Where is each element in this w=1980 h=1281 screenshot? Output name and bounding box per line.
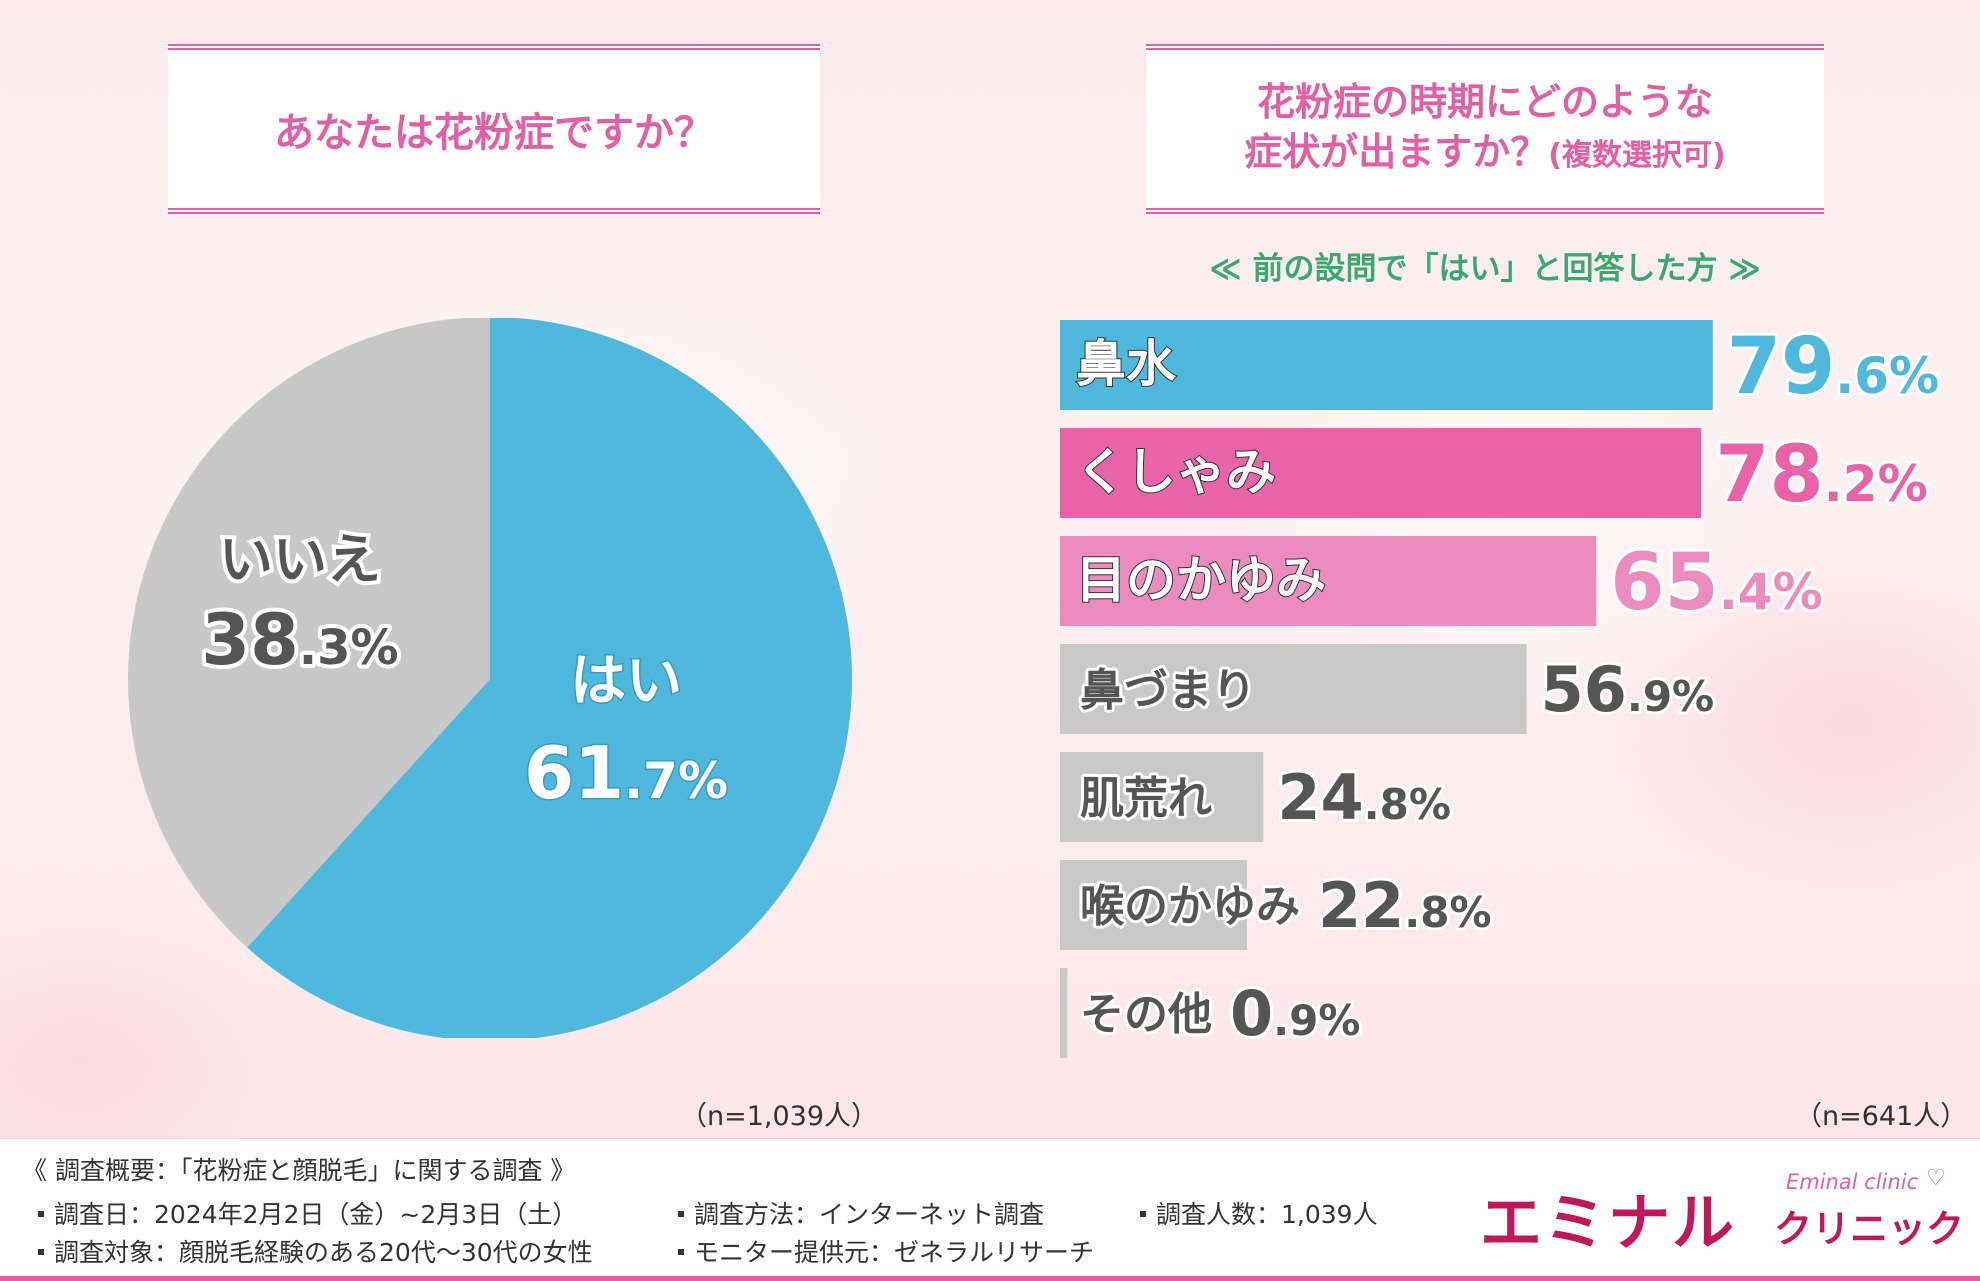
bar-value-1: 78.2% [1715,430,1927,520]
bullet-icon [678,1248,684,1255]
bar-value-2: 65.4% [1610,538,1822,628]
bar-label-2: 目のかゆみ [1076,551,1326,609]
bar-title-sub: (複数選択可) [1548,138,1726,173]
bar-value-3: 56.9% [1541,653,1715,726]
survey-method: 調査方法：インターネット調査 [674,1195,1044,1231]
bar-5 [1060,860,1247,950]
bar-value-6: 0.9% [1230,977,1360,1050]
pie-value-no: 38.3% [201,599,398,681]
bar-label-1: くしゃみ [1076,443,1276,501]
survey-footer: 《 調査概要：「花粉症と顔脱毛」に関する調査 》 調査日：2024年2月2日（金… [0,1138,1980,1281]
survey-count-text: 調査人数：1,039人 [1156,1200,1378,1229]
logo-main: エミナル [1480,1186,1737,1259]
bullet-icon [1140,1210,1146,1217]
pie-slice-0 [247,318,852,1038]
bar-1 [1060,428,1702,518]
survey-monitor: モニター提供元：ゼネラルリサーチ [674,1233,1094,1269]
bar-label-6: その他 [1080,989,1212,1040]
bar-label-3: 鼻づまり [1080,665,1256,716]
bar-title-line2: 症状が出ますか？ [1244,130,1549,174]
survey-target-text: 調査対象：顔脱毛経験のある20代～30代の女性 [54,1238,593,1267]
logo-sub: クリニック [1774,1207,1965,1251]
bullet-icon [678,1210,684,1217]
survey-date-text: 調査日：2024年2月2日（金）~2月3日（土） [54,1200,578,1229]
pie-value-yes: 61.7% [524,731,728,815]
bar-chart: 鼻水 79.6% くしゃみ 78.2% 目のかゆみ 65.4% 鼻づまり 56.9% 肌荒れ 24… [1060,320,1940,1058]
bar-label-4: 肌荒れ [1080,773,1212,824]
pie-label-no: いいえ [219,528,381,591]
survey-date: 調査日：2024年2月2日（金）~2月3日（土） [34,1195,577,1231]
bar-sample-size: （n=641人） [1795,1101,1968,1132]
pie-chart-title: あなたは花粉症ですか？ [168,44,820,214]
bar-4 [1060,752,1264,842]
bar-0 [1060,320,1713,410]
bar-6 [1060,968,1068,1058]
bar-value-5: 22.8% [1318,869,1492,942]
pie-chart: はい 61.7% いいえ 38.3% [128,318,852,1038]
bar-label-5: 喉のかゆみ [1080,881,1300,932]
heart-icon: ♡ [1926,1166,1946,1191]
bar-2 [1060,536,1597,626]
survey-heading: 《 調査概要：「花粉症と顔脱毛」に関する調査 》 [22,1156,576,1185]
pie-slice-1 [128,318,490,948]
survey-monitor-text: モニター提供元：ゼネラルリサーチ [694,1238,1095,1267]
bar-chart-subtitle: ≪ 前の設問で「はい」と回答した方 ≫ [1209,251,1761,287]
bar-chart-title: 花粉症の時期にどのような 症状が出ますか？(複数選択可) [1146,44,1824,214]
logo-en: Eminal clinic [1786,1170,1919,1194]
footer-divider [0,1276,1980,1281]
survey-method-text: 調査方法：インターネット調査 [694,1200,1045,1229]
bar-value-0: 79.6% [1727,322,1939,412]
bullet-icon [38,1210,44,1217]
bar-title-line1: 花粉症の時期にどのような [1256,80,1713,124]
pie-label-yes: はい [570,649,682,714]
bullet-icon [38,1248,44,1255]
survey-count: 調査人数：1,039人 [1136,1195,1378,1231]
pie-title-text: あなたは花粉症ですか？ [274,110,714,156]
bar-3 [1060,644,1527,734]
bar-label-0: 鼻水 [1076,335,1177,393]
pie-sample-size: （n=1,039人） [680,1101,879,1132]
survey-target: 調査対象：顔脱毛経験のある20代～30代の女性 [34,1233,593,1269]
bar-value-4: 24.8% [1277,761,1451,834]
